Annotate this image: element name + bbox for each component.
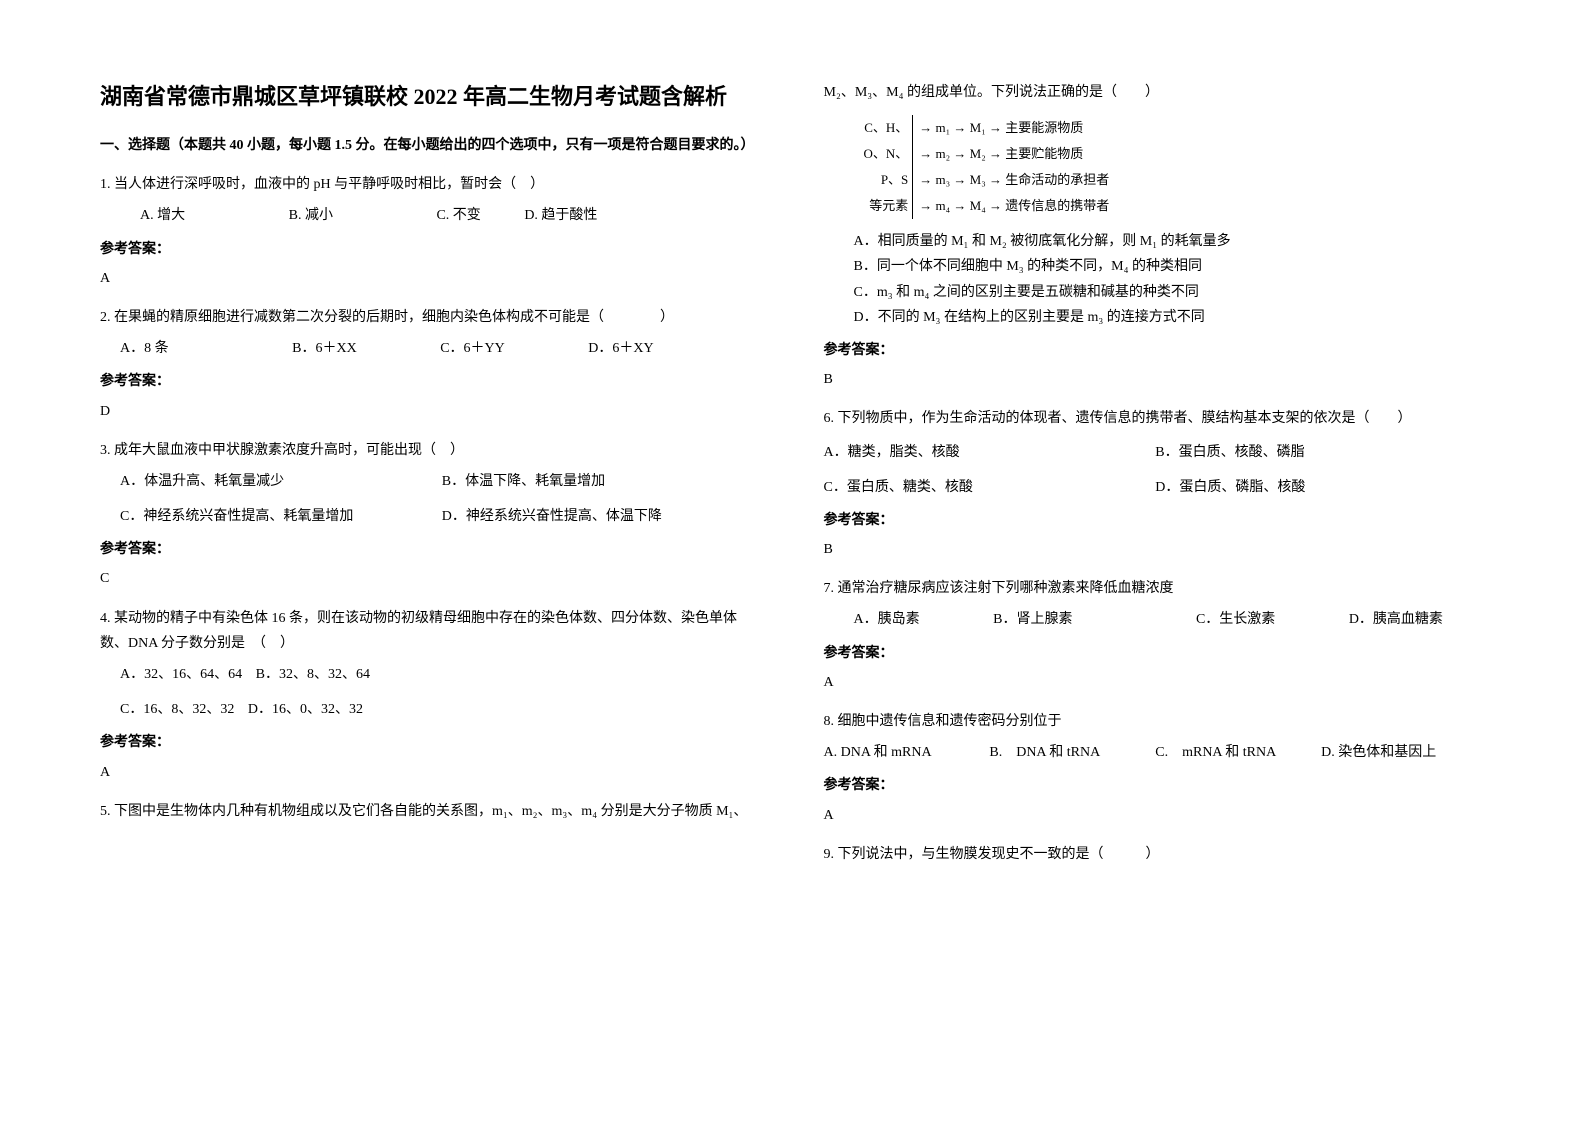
q7-option-b: B．肾上腺素 — [993, 612, 1072, 627]
section-instructions: 一、选择题（本题共 40 小题，每小题 1.5 分。在每小题给出的四个选项中，只… — [100, 133, 764, 158]
q8-option-c: C. mRNA 和 tRNA — [1155, 740, 1321, 765]
q4-stem: 4. 某动物的精子中有染色体 16 条，则在该动物的初级精母细胞中存在的染色体数… — [100, 606, 764, 656]
q1-option-b: B. 减小 — [289, 203, 333, 228]
q7-answer: A — [824, 670, 1488, 695]
diagram-row4-left: 等元素 — [864, 193, 909, 219]
q7-answer-label: 参考答案： — [824, 641, 1488, 666]
q5-option-b: B．同一个体不同细胞中 M₃ 的种类不同，M₄ 的种类相同 — [854, 254, 1488, 279]
q3-options: A．体温升高、耗氧量减少 B．体温下降、耗氧量增加 C．神经系统兴奋性提高、耗氧… — [120, 469, 764, 529]
q2-options: A．8 条 B．6＋XX C．6＋YY D．6＋XY — [120, 336, 764, 361]
q1-answer-label: 参考答案： — [100, 237, 764, 262]
q6-option-d: D．蛋白质、磷脂、核酸 — [1155, 475, 1487, 500]
q4-option-a: A．32、16、64、64 — [120, 667, 242, 682]
diagram-row2-chain: → m₂ → M₂ → 主要贮能物质 — [919, 141, 1109, 167]
diagram-row3-chain: → m₃ → M₃ → 生命活动的承担者 — [919, 167, 1109, 193]
q5-option-a: A．相同质量的 M₁ 和 M₂ 被彻底氧化分解，则 M₁ 的耗氧量多 — [854, 229, 1488, 254]
q4-option-b: B．32、8、32、64 — [256, 667, 370, 682]
q3-answer-label: 参考答案： — [100, 537, 764, 562]
q2-option-b: B．6＋XX — [292, 336, 357, 361]
q5-stem-part1: 5. 下图中是生物体内几种有机物组成以及它们各自能的关系图，m₁、m₂、m₃、m… — [100, 799, 764, 824]
q3-answer: C — [100, 566, 764, 591]
q1-option-c: C. 不变 — [436, 203, 480, 228]
q6-option-b: B．蛋白质、核酸、磷脂 — [1155, 440, 1487, 465]
q2-option-a: A．8 条 — [120, 336, 169, 361]
q8-answer-label: 参考答案： — [824, 773, 1488, 798]
q1-option-a: A. 增大 — [140, 203, 185, 228]
q6-answer: B — [824, 537, 1488, 562]
q3-option-b: B．体温下降、耗氧量增加 — [442, 469, 764, 494]
q6-option-a: A．糖类，脂类、核酸 — [824, 440, 1156, 465]
q5-answer-label: 参考答案： — [824, 338, 1488, 363]
q3-stem: 3. 成年大鼠血液中甲状腺激素浓度升高时，可能出现（ ） — [100, 438, 764, 463]
diagram-row4-chain: → m₄ → M₄ → 遗传信息的携带者 — [919, 193, 1109, 219]
q4-options: A．32、16、64、64 B．32、8、32、64 C．16、8、32、32 … — [120, 662, 764, 722]
q6-option-c: C．蛋白质、糖类、核酸 — [824, 475, 1156, 500]
q6-answer-label: 参考答案： — [824, 508, 1488, 533]
left-column: 湖南省常德市鼎城区草坪镇联校 2022 年高二生物月考试题含解析 一、选择题（本… — [100, 80, 764, 1082]
q1-stem: 1. 当人体进行深呼吸时，血液中的 pH 与平静呼吸时相比，暂时会（ ） — [100, 172, 764, 197]
q2-answer-label: 参考答案： — [100, 369, 764, 394]
q2-answer: D — [100, 399, 764, 424]
right-column: M₂、M₃、M₄ 的组成单位。下列说法正确的是（ ） C、H、 O、N、 P、S… — [824, 80, 1488, 1082]
q7-option-d: D．胰高血糖素 — [1349, 612, 1443, 627]
q6-options: A．糖类，脂类、核酸 B．蛋白质、核酸、磷脂 C．蛋白质、糖类、核酸 D．蛋白质… — [824, 440, 1488, 500]
q8-answer: A — [824, 803, 1488, 828]
q3-option-c: C．神经系统兴奋性提高、耗氧量增加 — [120, 504, 442, 529]
q5-stem-part2: M₂、M₃、M₄ 的组成单位。下列说法正确的是（ ） — [824, 80, 1488, 105]
q1-options: A. 增大 B. 减小 C. 不变 D. 趋于酸性 — [140, 203, 764, 228]
diagram-row2-left: O、N、 — [864, 141, 909, 167]
q5-answer: B — [824, 367, 1488, 392]
q2-stem: 2. 在果蝇的精原细胞进行减数第二次分裂的后期时，细胞内染色体构成不可能是（ ） — [100, 305, 764, 330]
q1-answer: A — [100, 266, 764, 291]
q8-options: A. DNA 和 mRNA B. DNA 和 tRNA C. mRNA 和 tR… — [824, 740, 1488, 765]
q4-answer: A — [100, 760, 764, 785]
page-title: 湖南省常德市鼎城区草坪镇联校 2022 年高二生物月考试题含解析 — [100, 80, 764, 113]
diagram-row3-left: P、S — [864, 167, 909, 193]
q7-option-a: A．胰岛素 — [854, 612, 920, 627]
q9-stem: 9. 下列说法中，与生物膜发现史不一致的是（ ） — [824, 842, 1488, 867]
q8-stem: 8. 细胞中遗传信息和遗传密码分别位于 — [824, 709, 1488, 734]
q7-option-c: C．生长激素 — [1196, 612, 1275, 627]
q8-option-d: D. 染色体和基因上 — [1321, 740, 1487, 765]
q7-stem: 7. 通常治疗糖尿病应该注射下列哪种激素来降低血糖浓度 — [824, 576, 1488, 601]
q4-option-c: C．16、8、32、32 — [120, 702, 234, 717]
q5-option-d: D．不同的 M₃ 在结构上的区别主要是 m₃ 的连接方式不同 — [854, 305, 1488, 330]
diagram-row1-left: C、H、 — [864, 115, 909, 141]
diagram-row1-chain: → m₁ → M₁ → 主要能源物质 — [919, 115, 1109, 141]
q2-option-d: D．6＋XY — [588, 336, 653, 361]
q8-option-b: B. DNA 和 tRNA — [989, 740, 1155, 765]
q3-option-d: D．神经系统兴奋性提高、体温下降 — [442, 504, 764, 529]
q5-option-c: C．m₃ 和 m₄ 之间的区别主要是五碳糖和碱基的种类不同 — [854, 280, 1488, 305]
q3-option-a: A．体温升高、耗氧量减少 — [120, 469, 442, 494]
q8-option-a: A. DNA 和 mRNA — [824, 740, 990, 765]
q6-stem: 6. 下列物质中，作为生命活动的体现者、遗传信息的携带者、膜结构基本支架的依次是… — [824, 406, 1488, 431]
q1-option-d: D. 趋于酸性 — [524, 203, 597, 228]
q4-option-d: D．16、0、32、32 — [248, 702, 363, 717]
q7-options: A．胰岛素 B．肾上腺素 C．生长激素 D．胰高血糖素 — [854, 607, 1488, 632]
q4-answer-label: 参考答案： — [100, 730, 764, 755]
q2-option-c: C．6＋YY — [440, 336, 505, 361]
q5-diagram: C、H、 O、N、 P、S 等元素 → m₁ → M₁ → 主要能源物质 → m… — [864, 115, 1488, 219]
q5-options: A．相同质量的 M₁ 和 M₂ 被彻底氧化分解，则 M₁ 的耗氧量多 B．同一个… — [854, 229, 1488, 330]
